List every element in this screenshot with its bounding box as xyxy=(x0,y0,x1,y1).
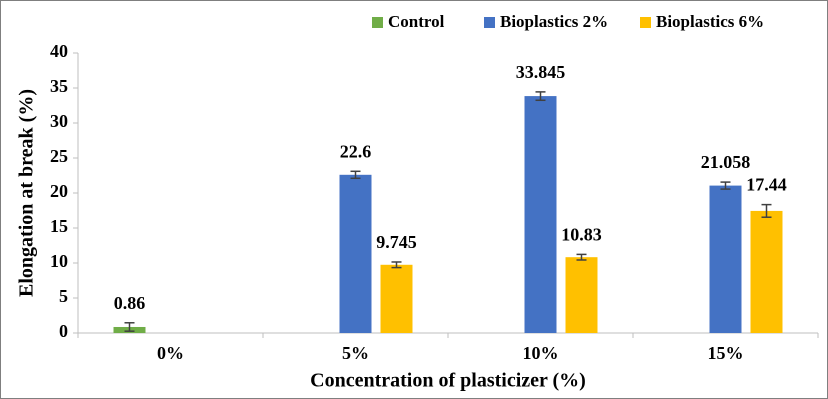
y-tick-label: 30 xyxy=(50,111,68,131)
bar xyxy=(565,257,598,333)
data-label: 17.44 xyxy=(746,175,787,195)
legend-swatch xyxy=(484,17,495,28)
y-tick-label: 10 xyxy=(50,251,68,271)
error-bar xyxy=(350,170,361,180)
y-tick-label: 35 xyxy=(50,76,68,96)
error-bar xyxy=(761,203,772,218)
bar xyxy=(524,96,557,334)
error-bar xyxy=(576,253,587,261)
legend-swatch xyxy=(372,17,383,28)
error-bar xyxy=(391,261,402,269)
x-tick-label: 10% xyxy=(523,343,559,363)
bar xyxy=(750,210,783,333)
x-tick-label: 15% xyxy=(708,343,744,363)
y-tick-label: 0 xyxy=(59,321,68,341)
bar xyxy=(709,185,742,333)
y-tick-label: 25 xyxy=(50,146,68,166)
data-label: 9.745 xyxy=(376,232,417,252)
data-label: 22.6 xyxy=(340,141,372,161)
legend-label: Bioplastics 6% xyxy=(656,12,764,31)
error-bar xyxy=(124,322,135,332)
y-tick-label: 5 xyxy=(59,286,68,306)
bar xyxy=(339,174,372,333)
x-tick-label: 5% xyxy=(342,343,369,363)
legend-label: Control xyxy=(388,12,445,31)
data-label: 21.058 xyxy=(701,152,751,172)
data-label: 33.845 xyxy=(516,62,566,82)
legend-label: Bioplastics 2% xyxy=(500,12,608,31)
data-label: 10.83 xyxy=(561,225,602,245)
x-axis-title: Concentration of plasticizer (%) xyxy=(310,370,586,392)
y-tick-label: 20 xyxy=(50,181,68,201)
error-bar xyxy=(720,181,731,190)
data-label: 0.86 xyxy=(114,293,146,313)
legend-swatch xyxy=(640,17,651,28)
y-axis-title: Elongation at break (%) xyxy=(16,89,38,297)
y-tick-label: 40 xyxy=(50,41,68,61)
bar xyxy=(380,264,413,333)
y-tick-label: 15 xyxy=(50,216,68,236)
error-bar xyxy=(535,91,546,102)
x-tick-label: 0% xyxy=(157,343,184,363)
